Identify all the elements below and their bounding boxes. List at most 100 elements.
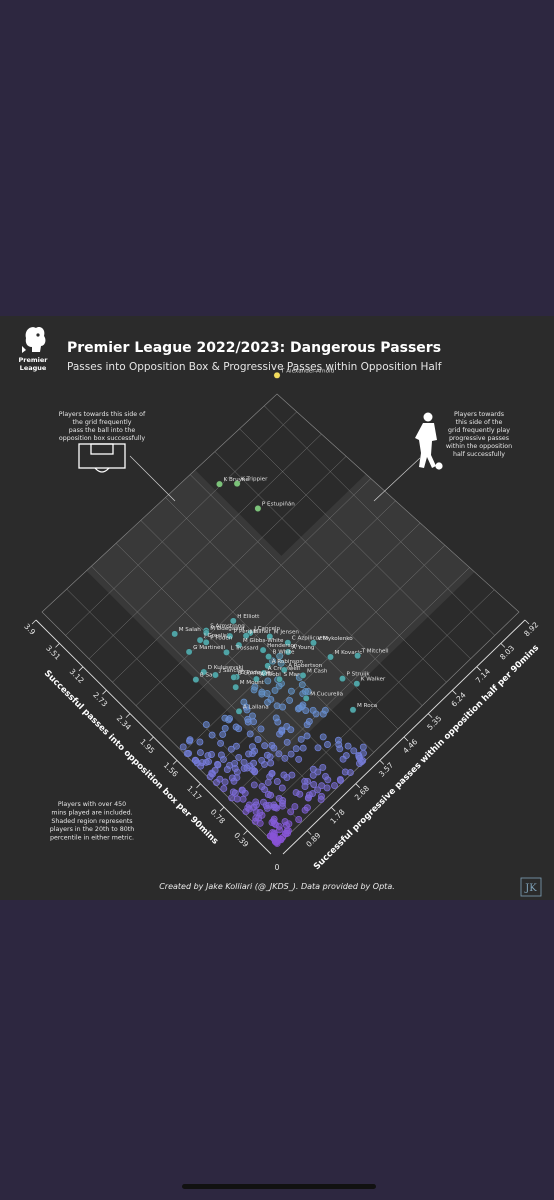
player-point xyxy=(208,751,215,758)
note-line: mins played are included. xyxy=(51,809,132,816)
y-tick-label: 4.46 xyxy=(401,737,419,755)
player-point xyxy=(301,806,309,814)
chart-card: Premier League Premier League 2022/2023:… xyxy=(0,316,554,900)
x-tick-label: 3.9 xyxy=(22,622,37,637)
player-point xyxy=(279,799,286,807)
y-tick-label: 5.35 xyxy=(425,714,443,732)
player-point xyxy=(273,778,281,785)
player-point xyxy=(233,768,241,776)
player-point-labeled xyxy=(171,630,179,638)
note-line: players in the 20th to 80th xyxy=(50,826,134,833)
player-point xyxy=(267,695,275,703)
note-line: Players towards xyxy=(454,411,504,418)
player-point xyxy=(233,795,241,803)
player-point xyxy=(255,814,263,822)
player-point xyxy=(304,777,312,785)
player-point xyxy=(266,773,274,781)
player-point xyxy=(336,745,344,753)
player-point xyxy=(202,721,210,729)
player-point xyxy=(202,758,210,766)
player-point-labeled xyxy=(242,632,250,640)
player-point xyxy=(257,725,265,733)
player-point xyxy=(243,706,251,714)
player-point xyxy=(314,744,322,752)
player-point-labeled xyxy=(349,706,357,714)
y-tick-label: 1.78 xyxy=(328,807,346,825)
note-line: Shaded region represents xyxy=(51,818,132,825)
player-label: A Robertson xyxy=(288,663,322,669)
player-point xyxy=(302,707,310,715)
player-point-labeled xyxy=(226,632,234,640)
player-point xyxy=(192,757,200,765)
player-point xyxy=(251,768,259,776)
player-point xyxy=(298,681,306,689)
x-tick-label: 2.73 xyxy=(91,690,109,708)
player-label: M Salah xyxy=(179,627,202,633)
player-point xyxy=(303,732,311,740)
note-line: Players towards this side of xyxy=(59,411,146,418)
player-point-labeled xyxy=(265,653,272,660)
player-point xyxy=(304,688,312,695)
note-line: progressive passes xyxy=(449,435,509,442)
note-line: grid frequently play xyxy=(448,427,510,434)
player-point xyxy=(273,702,281,710)
player-point xyxy=(282,830,290,838)
player-point xyxy=(226,715,234,723)
player-point xyxy=(220,785,228,793)
player-point xyxy=(228,794,236,802)
penalty-box-icon xyxy=(78,443,126,473)
player-point-labeled xyxy=(259,646,267,654)
player-label: P Foden xyxy=(210,635,233,641)
player-label: J Grealish xyxy=(203,633,231,639)
player-point xyxy=(287,750,295,758)
player-point xyxy=(303,721,311,729)
player-point xyxy=(264,677,272,685)
player-point xyxy=(221,724,229,732)
player-point-labeled xyxy=(185,648,193,656)
player-point xyxy=(240,698,248,706)
y-tick-label: 8.03 xyxy=(498,643,516,661)
player-point xyxy=(291,803,299,811)
player-point-labeled xyxy=(223,648,230,656)
player-label: H Elliott xyxy=(237,614,260,620)
player-point-labeled xyxy=(299,671,307,679)
player-label: A Young xyxy=(292,645,315,651)
y-tick-label: 7.14 xyxy=(474,667,492,685)
player-label: B Guimarães xyxy=(238,670,274,676)
player-point xyxy=(240,764,248,772)
player-label: P Estupiñán xyxy=(262,501,295,508)
player-label: M Kovacic xyxy=(335,650,363,656)
player-point-labeled xyxy=(339,675,346,682)
player-point xyxy=(206,773,214,781)
player-point xyxy=(271,686,279,694)
player-point xyxy=(275,750,283,758)
player-point xyxy=(263,751,271,759)
note-line: within the opposition xyxy=(446,443,512,450)
home-indicator xyxy=(182,1184,376,1189)
player-point-labeled xyxy=(266,633,274,640)
player-point xyxy=(214,761,222,769)
player-point xyxy=(249,750,256,757)
premier-league-logo: Premier League xyxy=(19,326,48,372)
player-point-labeled xyxy=(284,648,292,656)
player-point-labeled xyxy=(202,638,210,646)
player-point xyxy=(254,736,262,743)
player-point xyxy=(244,715,252,723)
player-point xyxy=(277,659,285,667)
player-point xyxy=(211,766,219,774)
player-point xyxy=(246,730,254,738)
player-label: T Alexander-Arnold xyxy=(280,368,335,374)
player-point xyxy=(250,686,258,694)
player-point xyxy=(196,738,204,746)
note-line: half successfully xyxy=(453,451,505,458)
player-point-labeled xyxy=(354,652,361,660)
player-point xyxy=(314,786,322,794)
player-point xyxy=(297,735,305,743)
player-point-labeled xyxy=(200,668,208,676)
player-point xyxy=(216,775,224,783)
player-point xyxy=(318,782,326,790)
player-point xyxy=(270,744,278,752)
